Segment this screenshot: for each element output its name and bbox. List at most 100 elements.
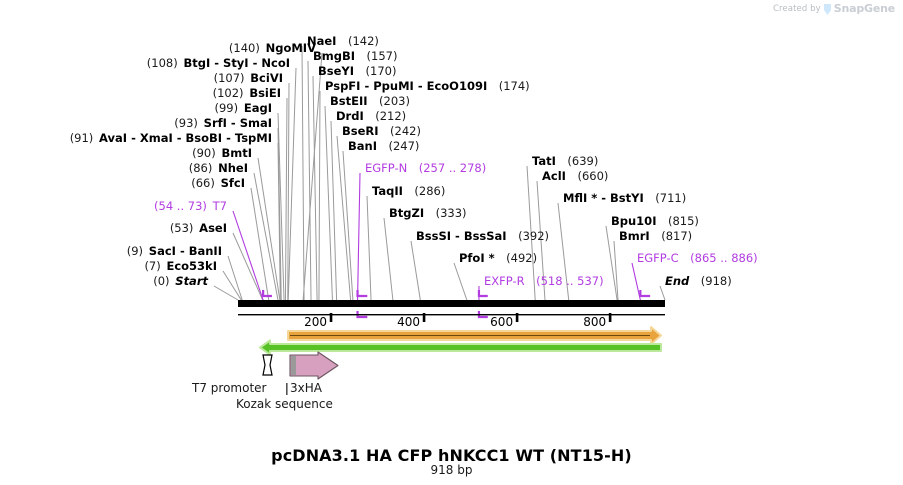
leader-line bbox=[356, 172, 361, 301]
feature-ha-tag-cap bbox=[291, 356, 296, 375]
site-position: (7) bbox=[144, 259, 161, 273]
spacer bbox=[556, 154, 568, 168]
enzyme-name: SacI bbox=[148, 244, 176, 258]
enzyme-site-label: BseYI (170) bbox=[318, 65, 396, 78]
spacer bbox=[355, 49, 367, 63]
site-position: (392) bbox=[518, 229, 550, 243]
enzyme-site-label: TatI (639) bbox=[532, 155, 598, 168]
name-separator: - bbox=[451, 229, 464, 243]
feature-kozak-tick bbox=[286, 383, 288, 395]
enzyme-site-label: (99) EagI bbox=[0, 101, 273, 115]
enzyme-name: T7 bbox=[212, 199, 227, 213]
leader-line bbox=[301, 45, 305, 301]
leader-line bbox=[250, 187, 270, 301]
enzyme-name: EGFP-C bbox=[637, 251, 679, 265]
enzyme-site-label: (86) NheI bbox=[0, 162, 248, 175]
caption-ha-tag: 3xHA bbox=[290, 381, 322, 395]
enzyme-name: BtgZI bbox=[389, 206, 425, 220]
leader-line bbox=[253, 172, 279, 301]
leader-line bbox=[613, 240, 619, 301]
spacer bbox=[487, 79, 499, 93]
site-position: (492) bbox=[506, 251, 538, 265]
site-position: (711) bbox=[655, 191, 687, 205]
site-position: (93) bbox=[174, 116, 198, 130]
enzyme-site-label: (140) NgoMIV bbox=[0, 42, 316, 55]
enzyme-site-label: BssSI - BssSaI (392) bbox=[416, 230, 549, 243]
site-position: (174) bbox=[498, 79, 530, 93]
enzyme-name: MflI * bbox=[563, 191, 598, 205]
enzyme-name: BtgI bbox=[183, 56, 211, 70]
enzyme-name: BciVI bbox=[250, 71, 283, 85]
enzyme-name: NgoMIV bbox=[265, 41, 316, 55]
caption-t7-promoter: T7 promoter bbox=[192, 381, 267, 395]
leader-line bbox=[453, 262, 468, 301]
site-position: (157) bbox=[366, 49, 398, 63]
enzyme-name: TspMI bbox=[234, 131, 272, 145]
leader-line bbox=[318, 90, 321, 301]
enzyme-name: BstEII bbox=[330, 94, 368, 108]
primer-bracket bbox=[639, 290, 651, 298]
site-position: (918) bbox=[700, 274, 732, 288]
enzyme-name: BstYI bbox=[610, 191, 644, 205]
enzyme-site-label: BtgZI (333) bbox=[389, 207, 467, 220]
site-position: (247) bbox=[388, 139, 420, 153]
primer-label: (54 .. 73) T7 bbox=[0, 200, 227, 213]
leader-line bbox=[383, 217, 394, 301]
leader-line bbox=[232, 210, 264, 301]
enzyme-name: BssSaI bbox=[463, 229, 507, 243]
spacer bbox=[650, 229, 662, 243]
ruler-label: 400 bbox=[397, 315, 421, 329]
leader-line bbox=[257, 157, 281, 301]
enzyme-name: PspFI bbox=[325, 79, 361, 93]
spacer bbox=[566, 169, 578, 183]
ruler-label: 800 bbox=[583, 315, 607, 329]
site-position: (639) bbox=[567, 154, 599, 168]
leader-line bbox=[287, 82, 290, 301]
enzyme-name: AvaI bbox=[99, 131, 128, 145]
snapgene-flag-icon bbox=[823, 4, 831, 15]
enzyme-name: EXFP-R bbox=[484, 274, 525, 288]
ruler-tick bbox=[422, 313, 426, 322]
leader-line bbox=[284, 97, 288, 301]
enzyme-name: BssSI bbox=[416, 229, 452, 243]
enzyme-name: NheI bbox=[218, 161, 248, 175]
site-position: (660) bbox=[577, 169, 609, 183]
enzyme-name: BsiEI bbox=[249, 86, 281, 100]
site-position: (0) bbox=[153, 274, 170, 288]
enzyme-site-label: AclI (660) bbox=[542, 170, 608, 183]
spacer bbox=[364, 109, 376, 123]
site-position: (107) bbox=[213, 71, 245, 85]
enzyme-site-label: (9) SacI - BanII bbox=[0, 245, 222, 258]
leader-line bbox=[232, 232, 264, 301]
site-position: (99) bbox=[214, 101, 239, 115]
enzyme-site-label: PspFI - PpuMI - EcoO109I (174) bbox=[325, 80, 530, 93]
name-separator: - bbox=[172, 131, 186, 145]
ruler-tick bbox=[608, 313, 612, 322]
enzyme-site-label: (53) AseI bbox=[0, 222, 227, 235]
leader-line bbox=[222, 270, 242, 301]
primer-label: EXFP-R (518 .. 537) bbox=[484, 275, 604, 288]
spacer bbox=[525, 274, 537, 288]
leader-line bbox=[342, 150, 354, 301]
enzyme-name: NcoI bbox=[261, 56, 290, 70]
site-position: (66) bbox=[191, 176, 215, 190]
enzyme-name: PfoI * bbox=[459, 251, 495, 265]
name-separator: - bbox=[360, 79, 374, 93]
enzyme-name: PpuMI bbox=[373, 79, 414, 93]
enzyme-name: BsoBI bbox=[185, 131, 223, 145]
enzyme-site-label: BseRI (242) bbox=[342, 125, 421, 138]
site-position: (170) bbox=[365, 64, 397, 78]
ruler-baseline bbox=[238, 314, 665, 316]
site-position: (142) bbox=[347, 34, 379, 48]
enzyme-site-label: (102) BsiEI bbox=[0, 87, 281, 100]
enzyme-name: BseYI bbox=[318, 64, 355, 78]
leader-line bbox=[213, 285, 239, 301]
site-position: (518 .. 537) bbox=[536, 274, 604, 288]
enzyme-site-label: (7) Eco53kI bbox=[0, 260, 217, 273]
site-position: (257 .. 278) bbox=[418, 161, 487, 175]
leader-line bbox=[410, 240, 421, 301]
primer-bracket-lower bbox=[477, 311, 488, 319]
